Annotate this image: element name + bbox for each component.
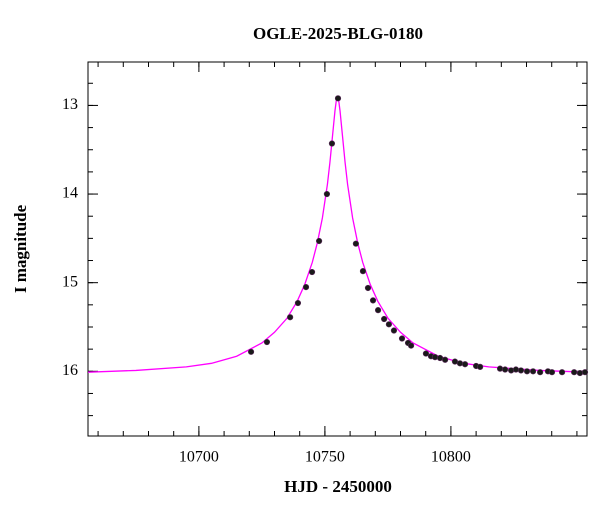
- data-point: [496, 365, 504, 372]
- y-tick-label: 15: [62, 273, 78, 290]
- data-point: [323, 190, 331, 198]
- data-point: [422, 350, 430, 357]
- data-point: [461, 361, 469, 368]
- data-point: [537, 369, 544, 376]
- data-point: [308, 268, 316, 276]
- data-point: [381, 315, 388, 323]
- data-point: [374, 307, 382, 314]
- x-tick-label: 10700: [179, 449, 219, 466]
- data-point: [558, 369, 566, 376]
- data-point: [512, 366, 520, 373]
- data-point: [328, 140, 336, 147]
- x-tick-label: 10750: [305, 449, 345, 466]
- chart-title: OGLE-2025-BLG-0180: [253, 24, 423, 43]
- data-point: [359, 268, 367, 275]
- data-point: [517, 367, 525, 374]
- data-point: [501, 366, 509, 373]
- data-point: [385, 321, 393, 328]
- data-point: [407, 342, 415, 349]
- data-point: [477, 363, 484, 370]
- data-point: [431, 354, 439, 361]
- data-point: [576, 369, 584, 377]
- data-point: [398, 335, 406, 342]
- data-point: [369, 297, 377, 304]
- data-point: [263, 338, 271, 346]
- data-point: [456, 360, 464, 367]
- data-point: [334, 95, 342, 102]
- data-point: [548, 369, 556, 376]
- data-point: [294, 299, 302, 307]
- data-point: [364, 284, 372, 292]
- y-tick-label: 13: [62, 96, 78, 113]
- data-point: [316, 237, 323, 245]
- x-axis-label: HJD - 2450000: [284, 477, 392, 496]
- y-tick-label: 16: [62, 362, 78, 379]
- data-point: [390, 327, 398, 334]
- data-point: [247, 348, 255, 355]
- data-point: [442, 356, 449, 363]
- data-point: [571, 369, 578, 376]
- y-tick-label: 14: [62, 185, 78, 202]
- y-axis-label: I magnitude: [11, 204, 30, 293]
- data-point: [523, 368, 531, 375]
- data-point: [581, 369, 589, 376]
- data-point: [529, 368, 537, 375]
- data-point: [287, 314, 294, 321]
- data-point: [302, 284, 310, 291]
- model-curve: [88, 95, 587, 373]
- x-tick-label: 10800: [431, 449, 471, 466]
- plot-frame: [87, 61, 588, 437]
- data-point: [352, 240, 359, 247]
